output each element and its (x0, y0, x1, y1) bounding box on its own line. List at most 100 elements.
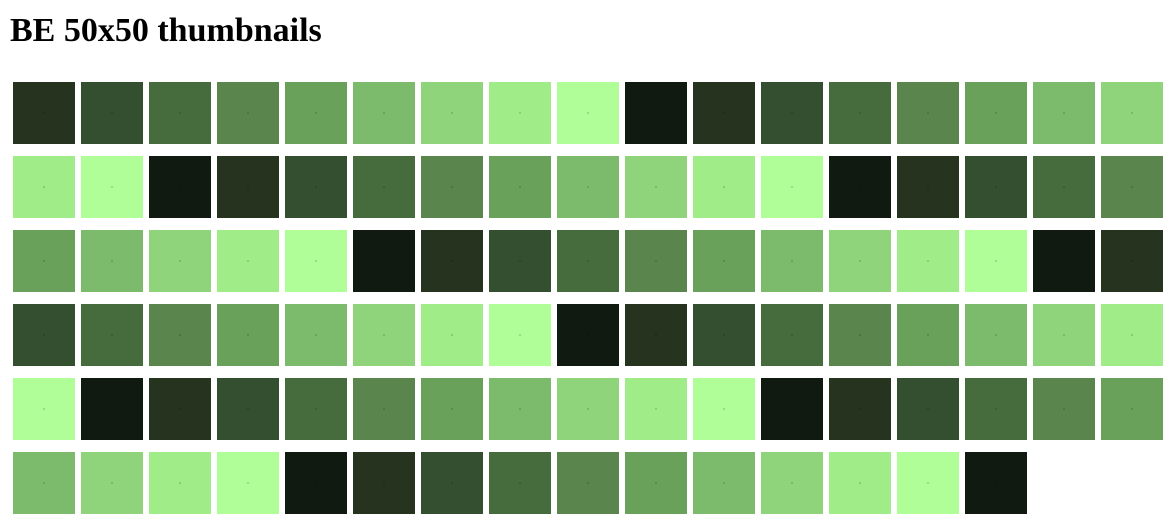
thumbnail[interactable] (557, 304, 619, 366)
thumbnail[interactable] (897, 378, 959, 440)
thumbnail[interactable] (13, 156, 75, 218)
thumbnail[interactable] (217, 156, 279, 218)
thumbnail[interactable] (285, 156, 347, 218)
thumbnail[interactable] (149, 452, 211, 514)
thumbnail[interactable] (625, 378, 687, 440)
thumbnail[interactable] (1033, 304, 1095, 366)
thumbnail[interactable] (965, 156, 1027, 218)
thumbnail[interactable] (557, 82, 619, 144)
thumbnail[interactable] (353, 156, 415, 218)
thumbnail[interactable] (693, 82, 755, 144)
thumbnail[interactable] (761, 156, 823, 218)
thumbnail[interactable] (965, 452, 1027, 514)
thumbnail[interactable] (897, 230, 959, 292)
thumbnail[interactable] (81, 452, 143, 514)
thumbnail[interactable] (761, 378, 823, 440)
thumbnail[interactable] (489, 452, 551, 514)
thumbnail[interactable] (149, 156, 211, 218)
thumbnail[interactable] (829, 82, 891, 144)
thumbnail[interactable] (557, 156, 619, 218)
thumbnail[interactable] (353, 304, 415, 366)
thumbnail[interactable] (421, 156, 483, 218)
thumbnail[interactable] (353, 82, 415, 144)
thumbnail[interactable] (217, 82, 279, 144)
thumbnail[interactable] (421, 378, 483, 440)
thumbnail[interactable] (81, 304, 143, 366)
thumbnail[interactable] (829, 156, 891, 218)
thumbnail[interactable] (421, 304, 483, 366)
thumbnail[interactable] (965, 304, 1027, 366)
thumbnail[interactable] (285, 378, 347, 440)
thumbnail[interactable] (761, 304, 823, 366)
thumbnail[interactable] (285, 82, 347, 144)
thumbnail[interactable] (625, 230, 687, 292)
thumbnail[interactable] (897, 82, 959, 144)
thumbnail[interactable] (1033, 378, 1095, 440)
thumbnail[interactable] (81, 82, 143, 144)
thumbnail[interactable] (693, 156, 755, 218)
thumbnail[interactable] (13, 230, 75, 292)
thumbnail[interactable] (489, 304, 551, 366)
thumbnail[interactable] (285, 230, 347, 292)
thumbnail[interactable] (13, 304, 75, 366)
thumbnail[interactable] (1101, 304, 1163, 366)
thumbnail[interactable] (829, 230, 891, 292)
thumbnail[interactable] (421, 452, 483, 514)
thumbnail[interactable] (1033, 82, 1095, 144)
thumbnail[interactable] (13, 378, 75, 440)
thumbnail[interactable] (829, 452, 891, 514)
thumbnail[interactable] (149, 82, 211, 144)
thumbnail[interactable] (829, 304, 891, 366)
thumbnail[interactable] (81, 378, 143, 440)
thumbnail[interactable] (217, 452, 279, 514)
thumbnail[interactable] (13, 452, 75, 514)
thumbnail[interactable] (81, 230, 143, 292)
thumbnail[interactable] (897, 304, 959, 366)
thumbnail[interactable] (149, 230, 211, 292)
thumbnail[interactable] (761, 452, 823, 514)
thumbnail[interactable] (353, 378, 415, 440)
thumbnail[interactable] (897, 452, 959, 514)
thumbnail[interactable] (217, 230, 279, 292)
thumbnail[interactable] (557, 378, 619, 440)
thumbnail[interactable] (965, 82, 1027, 144)
thumbnail[interactable] (693, 452, 755, 514)
thumbnail[interactable] (1101, 82, 1163, 144)
thumbnail[interactable] (489, 82, 551, 144)
thumbnail[interactable] (1033, 156, 1095, 218)
thumbnail[interactable] (217, 378, 279, 440)
thumbnail[interactable] (149, 378, 211, 440)
thumbnail[interactable] (829, 378, 891, 440)
thumbnail[interactable] (285, 452, 347, 514)
thumbnail[interactable] (217, 304, 279, 366)
thumbnail[interactable] (897, 156, 959, 218)
thumbnail[interactable] (1033, 230, 1095, 292)
thumbnail[interactable] (557, 452, 619, 514)
thumbnail[interactable] (81, 156, 143, 218)
thumbnail[interactable] (489, 156, 551, 218)
thumbnail[interactable] (965, 378, 1027, 440)
thumbnail[interactable] (761, 82, 823, 144)
thumbnail[interactable] (421, 82, 483, 144)
thumbnail[interactable] (625, 156, 687, 218)
thumbnail[interactable] (965, 230, 1027, 292)
thumbnail[interactable] (149, 304, 211, 366)
thumbnail[interactable] (625, 452, 687, 514)
thumbnail[interactable] (1101, 156, 1163, 218)
thumbnail[interactable] (693, 378, 755, 440)
thumbnail[interactable] (13, 82, 75, 144)
thumbnail[interactable] (557, 230, 619, 292)
thumbnail[interactable] (489, 230, 551, 292)
thumbnail[interactable] (1101, 230, 1163, 292)
thumbnail[interactable] (625, 82, 687, 144)
thumbnail[interactable] (1101, 378, 1163, 440)
thumbnail[interactable] (285, 304, 347, 366)
thumbnail[interactable] (625, 304, 687, 366)
thumbnail[interactable] (353, 230, 415, 292)
thumbnail[interactable] (693, 230, 755, 292)
thumbnail[interactable] (421, 230, 483, 292)
thumbnail[interactable] (489, 378, 551, 440)
thumbnail[interactable] (761, 230, 823, 292)
thumbnail[interactable] (693, 304, 755, 366)
thumbnail[interactable] (353, 452, 415, 514)
